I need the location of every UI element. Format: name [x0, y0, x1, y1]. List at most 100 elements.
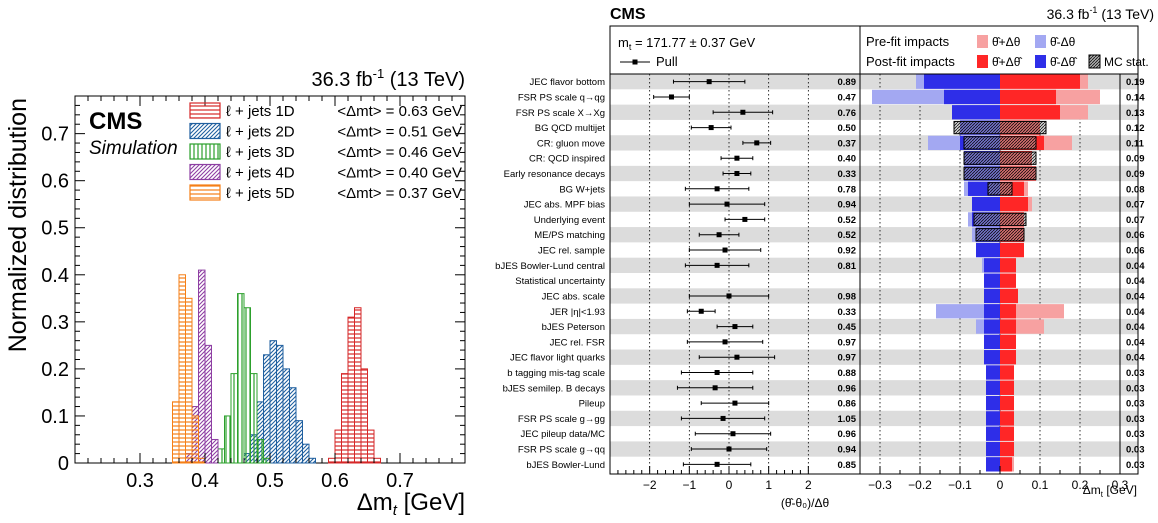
impact-row: FSR PS scale X→Xg 0.76 0.13	[516, 105, 1145, 120]
histogram-bin	[354, 307, 362, 464]
pull-point	[714, 186, 720, 192]
impact-row: FSR PS scale g→qq 0.94 0.03	[518, 441, 1145, 457]
constraint-value: 0.92	[838, 246, 857, 257]
pull-tick-label: 1	[765, 478, 772, 492]
experiment-label: CMS	[610, 6, 646, 23]
lumi-energy: (13 TeV)	[1097, 6, 1154, 22]
pull-point	[722, 339, 728, 345]
parameter-label: CR: gluon move	[537, 138, 605, 149]
postfit-up-bar	[1000, 89, 1056, 105]
pull-point	[734, 354, 740, 360]
impact-axis-label: Δmt [GeV]	[1083, 483, 1137, 499]
postfit-up-bar	[1000, 258, 1016, 273]
mcstat-hatch	[976, 228, 1024, 241]
pull-point	[714, 370, 720, 375]
impact-value: 0.07	[1126, 215, 1145, 226]
constraint-value: 0.52	[838, 230, 857, 241]
impact-value: 0.03	[1126, 383, 1145, 394]
postfit-down-bar	[986, 365, 1000, 380]
impact-value: 0.12	[1126, 123, 1145, 134]
lumi-value: 36.3 fb	[311, 69, 372, 91]
impact-value: 0.06	[1126, 246, 1145, 257]
y-tick-label: 0	[58, 453, 69, 475]
constraint-value: 0.88	[838, 368, 857, 379]
pull-point	[720, 415, 726, 421]
impact-tick-label: −0.1	[948, 478, 972, 492]
mass-resolution-chart: 0.3 0.4 0.5 0.6 0.7 0 0.1 0.2 0.3 0.4 0.5 0.6 0.7 Nor…	[0, 0, 480, 519]
impact-value: 0.04	[1126, 291, 1145, 302]
constraint-value: 0.94	[838, 200, 857, 211]
impact-row: CR: gluon move 0.37 0.11	[537, 135, 1145, 151]
legend-prefit-down-swatch	[1035, 35, 1046, 48]
pull-point	[740, 109, 746, 115]
histogram-bin	[256, 438, 264, 464]
mcstat-hatch	[988, 182, 1012, 195]
parameter-label: bJES Bowler-Lund central	[495, 261, 605, 272]
parameter-label: JEC abs. MPF bias	[524, 200, 606, 211]
histogram-bin	[263, 457, 271, 464]
x-tick-label: 0.5	[256, 470, 284, 492]
postfit-down-bar	[984, 319, 1000, 334]
pull-legend-label: Pull	[656, 54, 678, 69]
parameter-label: FSR PS scale g→gg	[518, 414, 605, 425]
impact-value: 0.04	[1126, 261, 1145, 272]
parameter-label: BG W+jets	[559, 184, 605, 195]
impact-tick-label: −0.3	[868, 478, 892, 492]
parameter-label: bJES Bowler-Lund	[526, 460, 605, 471]
constraint-value: 0.86	[838, 399, 857, 410]
pull-point	[732, 400, 738, 406]
impact-row: JEC rel. FSR 0.97 0.04	[550, 334, 1145, 350]
pull-tick-label: −2	[643, 478, 657, 492]
postfit-up-bar	[1000, 441, 1014, 457]
histogram-bin	[198, 457, 206, 464]
impacts-chart: JEC flavor bottom 0.89 0.19 FSR PS scale q→…	[480, 0, 1158, 518]
parameter-label: bJES Peterson	[542, 322, 605, 333]
pull-point	[724, 201, 730, 207]
histogram-bin	[341, 373, 349, 464]
y-tick-label: 0.5	[41, 218, 69, 240]
postfit-up-bar	[1000, 273, 1016, 288]
impact-row: bJES semilep. B decays 0.96 0.03	[503, 380, 1145, 395]
prefit-label: Pre-fit impacts	[866, 34, 950, 49]
y-tick-label: 0.3	[41, 312, 69, 334]
histogram-bin	[198, 269, 206, 464]
parameter-label: BG QCD multijet	[535, 123, 606, 134]
x-tick-label: 0.7	[386, 470, 414, 492]
parameter-label: Early resonance decays	[504, 169, 606, 180]
impact-tick-label: 0.2	[1072, 478, 1089, 492]
lumi-label: 36.3 fb-1 (13 TeV)	[311, 66, 465, 91]
postfit-down-bar	[986, 441, 1000, 457]
constraint-value: 0.81	[838, 261, 857, 272]
legend-swatch-3D	[189, 143, 221, 160]
postfit-down-bar	[986, 457, 1000, 472]
mcstat-hatch	[974, 213, 1026, 226]
impact-row: bJES Peterson 0.45 0.04	[542, 319, 1145, 334]
x-axis-label-unit: [GeV]	[397, 489, 465, 516]
impact-value: 0.08	[1126, 184, 1145, 195]
mass-resolution-svg: 0.3 0.4 0.5 0.6 0.7 0 0.1 0.2 0.3 0.4 0.5 0.6 0.7 Nor…	[4, 66, 466, 519]
constraint-value: 0.47	[838, 92, 857, 103]
legend-postfit-down-swatch	[1035, 55, 1046, 68]
x-tick-label: 0.4	[191, 470, 219, 492]
lumi-exponent: -1	[373, 66, 385, 81]
postfit-down-bar	[984, 350, 1000, 365]
parameter-label: bJES semilep. B decays	[503, 383, 606, 394]
impact-value: 0.03	[1126, 368, 1145, 379]
legend-prefit-up-label: θ̂+Δθ	[992, 35, 1021, 49]
postfit-up-bar	[1000, 380, 1014, 395]
impact-value: 0.03	[1126, 414, 1145, 425]
constraint-value: 0.85	[838, 460, 857, 471]
constraint-value: 0.97	[838, 337, 857, 348]
parameter-label: JEC abs. scale	[542, 291, 605, 302]
constraint-value: 0.96	[838, 383, 857, 394]
postfit-up-bar	[1000, 74, 1080, 89]
impact-axis-label-unit: [GeV]	[1103, 483, 1137, 497]
histogram-bin	[263, 354, 271, 464]
constraint-value: 1.05	[838, 414, 857, 425]
legend-mcstat-hatch	[1089, 55, 1100, 68]
legend: ℓ + jets 1D <Δmt> = 0.63 GeV ℓ + jets 2D <Δ…	[189, 102, 462, 202]
histogram-bin	[250, 373, 258, 464]
parameter-label: FSR PS scale q→qg	[518, 92, 605, 103]
pull-point	[730, 431, 736, 437]
legend-summary-2D: <Δmt> = 0.51 GeV	[337, 124, 462, 141]
